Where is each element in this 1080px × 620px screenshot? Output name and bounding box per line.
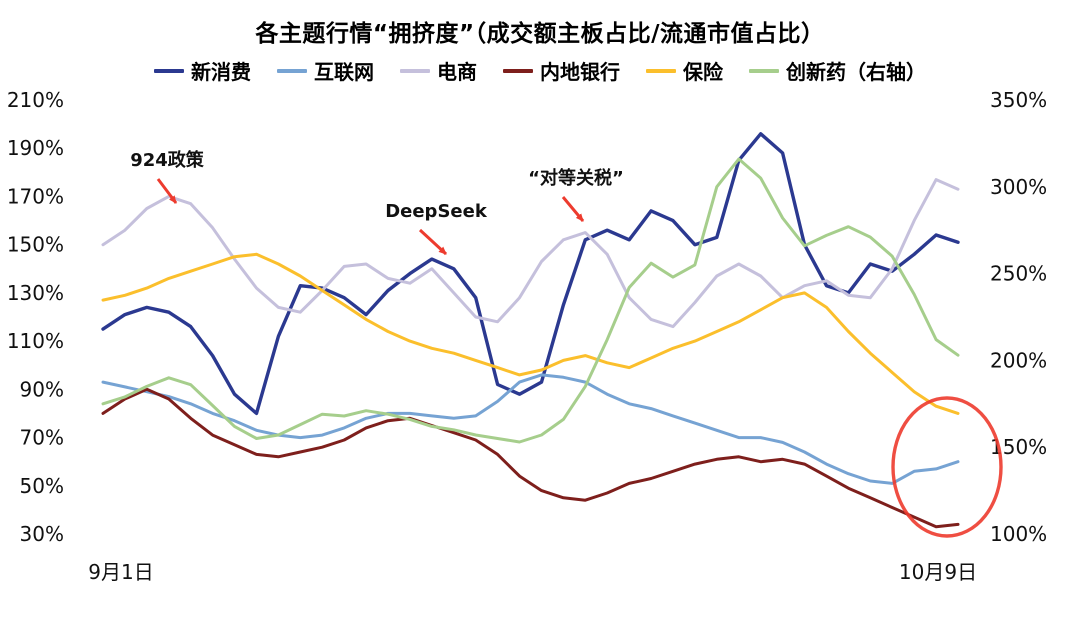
- right-axis-tick: 350%: [990, 88, 1047, 112]
- annotation-arrow-icon: [156, 178, 178, 204]
- right-axis-tick: 200%: [990, 348, 1047, 372]
- series-line-innovative-drugs: [101, 157, 960, 444]
- legend-item-ecommerce: 电商: [400, 56, 477, 85]
- right-axis-tick: 250%: [990, 262, 1047, 286]
- left-axis-tick: 110%: [7, 329, 64, 353]
- series-line-new-consumption: [101, 132, 960, 416]
- series-line-internet: [101, 373, 960, 485]
- left-axis-tick: 170%: [7, 184, 64, 208]
- legend-swatch-internet: [277, 68, 307, 73]
- annotation-tariff: “对等关税”: [528, 167, 624, 189]
- left-axis-tick: 50%: [20, 474, 64, 498]
- annotation-arrow-icon: [561, 196, 585, 222]
- right-axis-tick: 300%: [990, 175, 1047, 199]
- annotation-arrow-icon: [418, 228, 448, 256]
- legend-item-mainland-banks: 内地银行: [503, 56, 620, 85]
- left-axis-tick: 210%: [7, 88, 64, 112]
- legend-item-insurance: 保险: [646, 56, 723, 85]
- annotation-deepseek: DeepSeek: [385, 201, 488, 222]
- legend-item-new-consumption: 新消费: [154, 56, 251, 85]
- series-line-insurance: [101, 252, 960, 415]
- legend-label-mainland-banks: 内地银行: [540, 60, 620, 84]
- highlight-circle: [891, 396, 1003, 538]
- series-line-mainland-banks: [101, 387, 960, 529]
- legend-swatch-innovative-drugs: [749, 68, 779, 73]
- annotation-policy-924: 924政策: [130, 149, 205, 171]
- legend-label-internet: 互联网: [314, 60, 374, 84]
- left-axis-tick: 70%: [20, 426, 64, 450]
- left-axis-tick: 90%: [20, 377, 64, 401]
- left-axis-tick: 130%: [7, 281, 64, 305]
- left-axis-tick: 190%: [7, 136, 64, 160]
- legend: 新消费 互联网 电商 内地银行 保险 创新药（右轴）: [0, 56, 1080, 85]
- legend-item-internet: 互联网: [277, 56, 374, 85]
- right-axis-tick: 100%: [990, 522, 1047, 546]
- left-axis-tick: 150%: [7, 233, 64, 257]
- legend-swatch-insurance: [646, 68, 676, 73]
- legend-label-new-consumption: 新消费: [191, 60, 251, 84]
- legend-label-ecommerce: 电商: [437, 60, 477, 84]
- left-axis-tick: 30%: [20, 522, 64, 546]
- series-line-ecommerce: [101, 178, 960, 329]
- x-axis-label: 9月1日: [88, 560, 153, 584]
- chart-title: 各主题行情“拥挤度”（成交额主板占比/流通市值占比）: [255, 21, 825, 47]
- legend-swatch-mainland-banks: [503, 68, 533, 73]
- legend-label-insurance: 保险: [683, 60, 723, 84]
- legend-swatch-new-consumption: [154, 68, 184, 73]
- legend-swatch-ecommerce: [400, 68, 430, 73]
- legend-item-innovative-drugs: 创新药（右轴）: [749, 56, 926, 85]
- x-axis-label: 10月9日: [899, 560, 977, 584]
- legend-label-innovative-drugs: 创新药（右轴）: [786, 60, 926, 84]
